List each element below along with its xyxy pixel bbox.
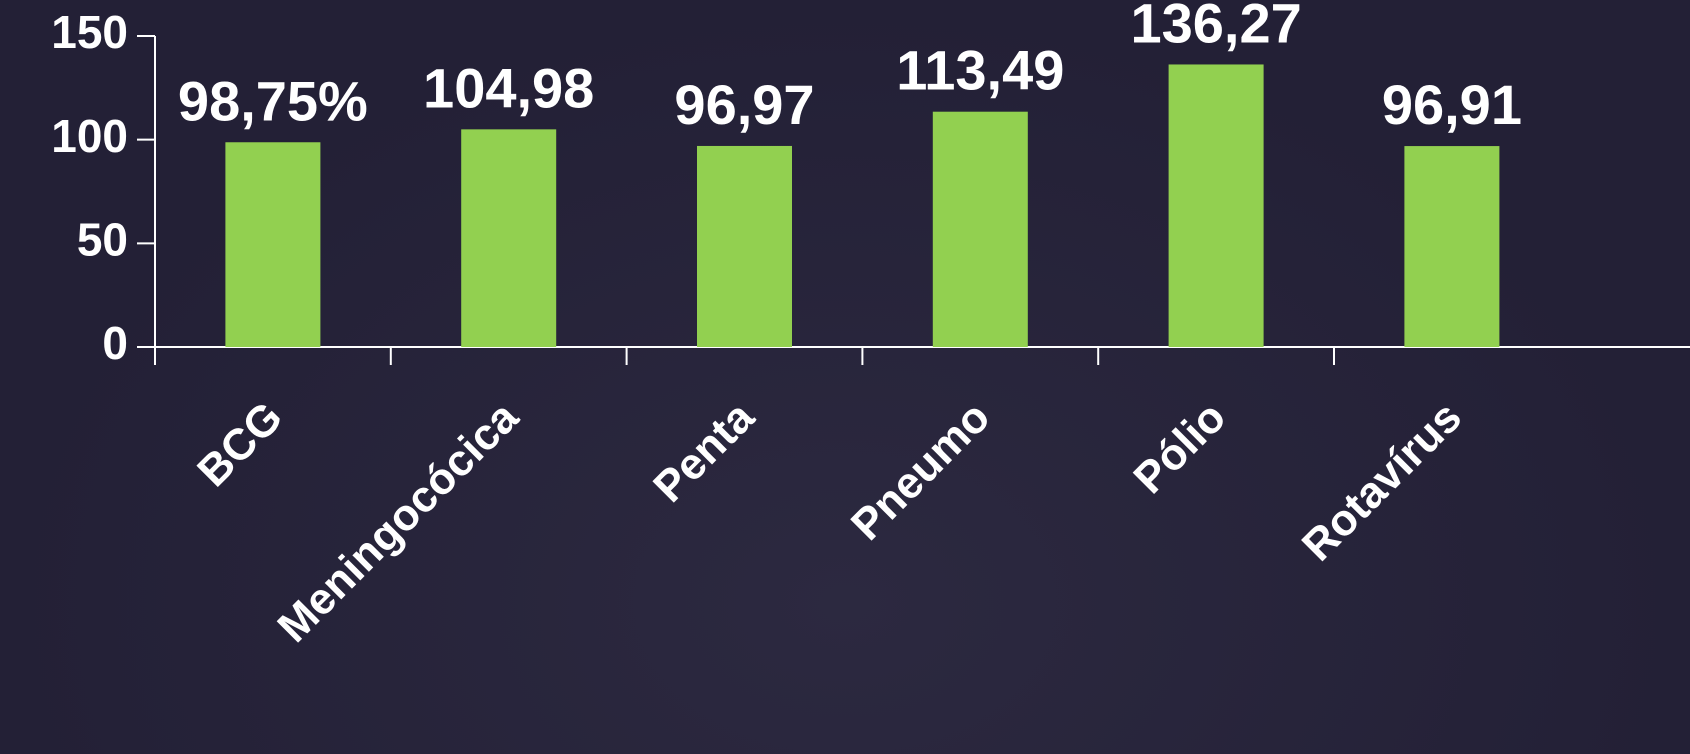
- x-tick-label: Pólio: [1124, 392, 1235, 503]
- y-tick-label: 150: [51, 6, 128, 58]
- x-tick-label: Rotavírus: [1293, 392, 1471, 570]
- value-label: 96,91: [1382, 73, 1522, 136]
- value-label: 136,27: [1130, 0, 1301, 54]
- y-tick-label: 0: [102, 317, 128, 369]
- value-label: 96,97: [674, 73, 814, 136]
- x-tick-label: Penta: [644, 392, 764, 512]
- y-tick-label: 50: [77, 213, 128, 265]
- y-tick-label: 100: [51, 110, 128, 162]
- bar: [461, 129, 557, 347]
- value-label: 98,75%: [178, 69, 368, 132]
- x-tick-label: BCG: [188, 392, 292, 496]
- bar: [932, 111, 1028, 347]
- bar: [1404, 146, 1500, 347]
- bar: [1168, 64, 1264, 348]
- value-label: 113,49: [896, 39, 1064, 102]
- bar: [697, 145, 792, 347]
- value-label: 104,98: [423, 56, 594, 119]
- x-tick-label: Pneumo: [842, 392, 999, 549]
- bar: [225, 142, 321, 347]
- x-tick-label: Meningocócica: [268, 392, 528, 652]
